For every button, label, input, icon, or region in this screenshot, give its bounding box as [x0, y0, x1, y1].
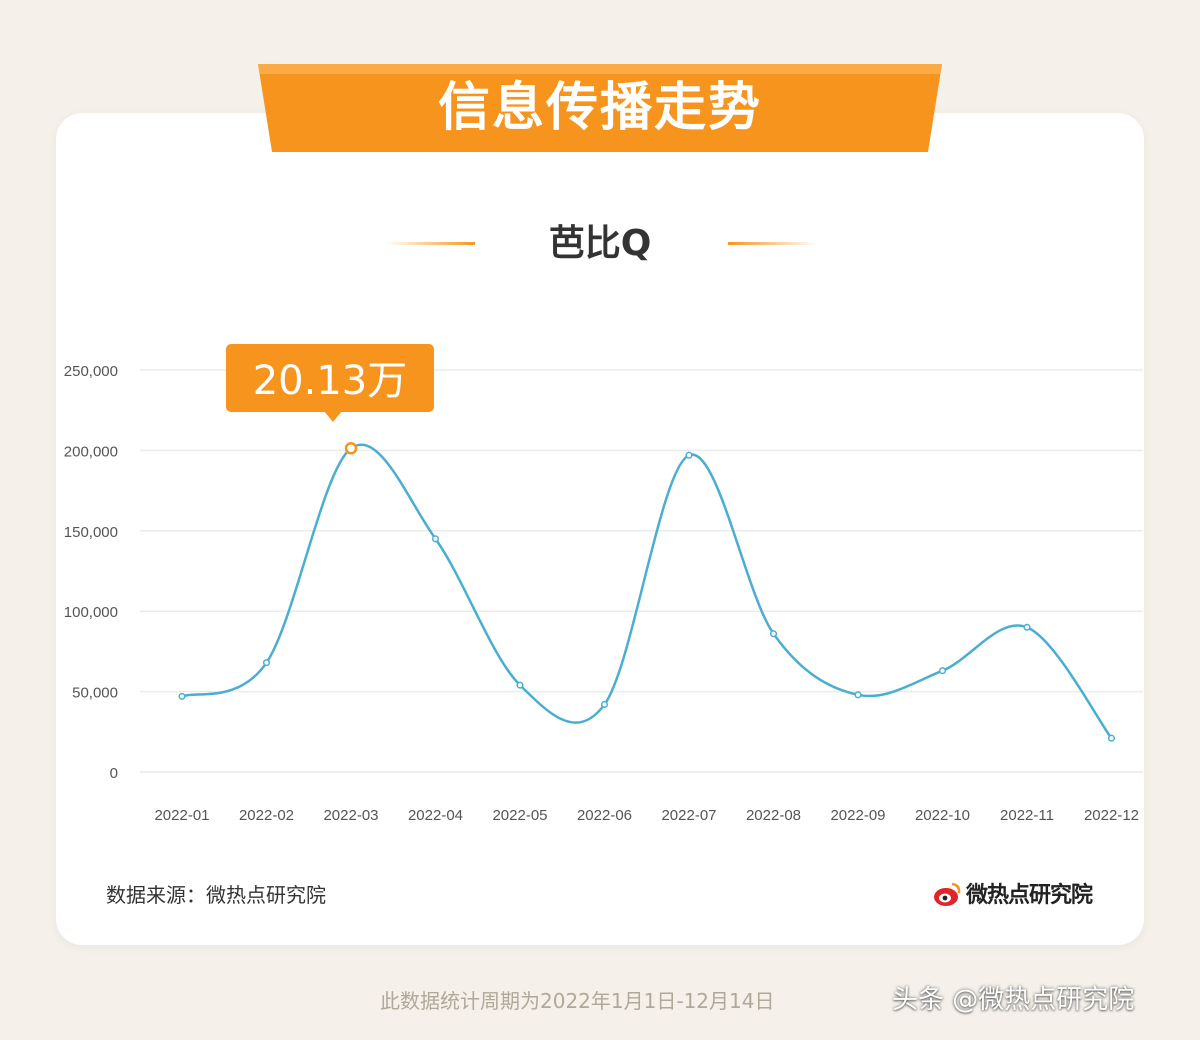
- data-point: [685, 451, 693, 459]
- title-deco-right: [728, 242, 818, 245]
- x-tick-label: 2022-11: [1000, 807, 1054, 824]
- y-tick-label: 150,000: [64, 524, 118, 541]
- highlight-point: [344, 442, 358, 455]
- x-tick-label: 2022-04: [408, 807, 463, 824]
- banner-title: 信息传播走势: [437, 78, 762, 138]
- data-point: [431, 535, 440, 543]
- data-point: [854, 691, 862, 699]
- callout-pointer: [324, 411, 342, 422]
- x-tick-label: 2022-09: [830, 807, 885, 824]
- y-tick-label: 50,000: [72, 685, 118, 702]
- series-line: [181, 443, 1113, 739]
- y-tick-label: 100,000: [64, 604, 118, 621]
- data-point: [1107, 734, 1116, 742]
- x-tick-label: 2022-12: [1084, 807, 1139, 824]
- y-tick-label: 250,000: [64, 363, 118, 380]
- logo: 微热点研究院: [932, 878, 1132, 914]
- data-point: [516, 681, 524, 689]
- period-footnote: 此数据统计周期为2022年1月1日-12月14日: [380, 989, 775, 1013]
- watermark: 头条 @微热点研究院: [892, 985, 1135, 1015]
- callout-box: [226, 344, 434, 412]
- data-point: [938, 667, 947, 675]
- banner: 信息传播走势: [258, 64, 942, 152]
- data-point: [769, 630, 778, 638]
- callout-label: 20.13万: [253, 358, 408, 404]
- chart-card: [56, 113, 1144, 945]
- data-source: 数据来源：微热点研究院: [106, 883, 326, 907]
- x-tick-label: 2022-02: [239, 807, 294, 824]
- chart-title: 芭比Q: [548, 223, 652, 264]
- x-tick-label: 2022-03: [323, 807, 378, 824]
- data-point: [1023, 623, 1031, 631]
- chart-title-row: 芭比Q: [0, 214, 1200, 274]
- data-point: [600, 700, 609, 709]
- x-tick-label: 2022-08: [746, 807, 801, 824]
- y-tick-label: 200,000: [64, 443, 118, 460]
- data-point: [178, 692, 186, 700]
- banner-shape: [258, 64, 942, 152]
- x-tick-label: 2022-07: [661, 807, 716, 824]
- x-tick-label: 2022-06: [577, 807, 632, 824]
- x-tick-label: 2022-10: [915, 807, 970, 824]
- y-tick-label: 0: [110, 765, 118, 782]
- weibo-eye-icon: [934, 882, 961, 906]
- logo-text: 微热点研究院: [966, 883, 1093, 908]
- title-deco-left: [385, 242, 475, 245]
- x-tick-label: 2022-05: [492, 807, 547, 824]
- x-tick-label: 2022-01: [154, 807, 209, 824]
- data-point: [262, 659, 271, 667]
